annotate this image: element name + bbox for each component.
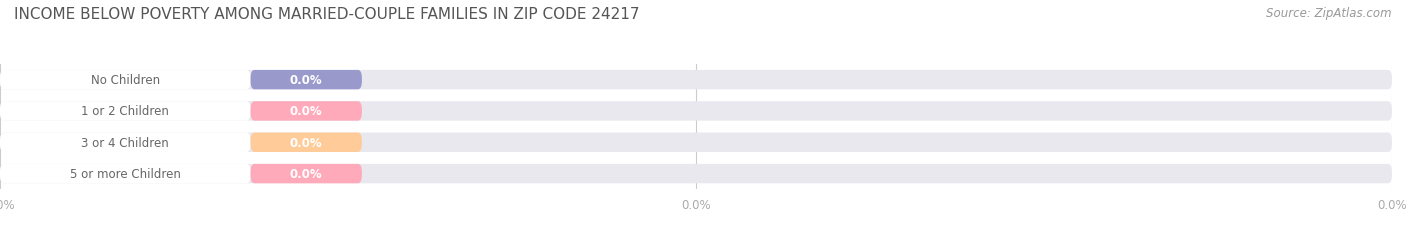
FancyBboxPatch shape (250, 164, 361, 183)
Text: INCOME BELOW POVERTY AMONG MARRIED-COUPLE FAMILIES IN ZIP CODE 24217: INCOME BELOW POVERTY AMONG MARRIED-COUPL… (14, 7, 640, 22)
FancyBboxPatch shape (0, 164, 250, 183)
Text: 5 or more Children: 5 or more Children (70, 167, 181, 180)
Text: 3 or 4 Children: 3 or 4 Children (82, 136, 169, 149)
FancyBboxPatch shape (0, 164, 1392, 183)
Text: 0.0%: 0.0% (290, 167, 322, 180)
FancyBboxPatch shape (0, 71, 1392, 90)
Text: 0.0%: 0.0% (290, 105, 322, 118)
FancyBboxPatch shape (0, 133, 1392, 152)
Text: 0.0%: 0.0% (290, 136, 322, 149)
FancyBboxPatch shape (0, 102, 1392, 121)
Text: 0.0%: 0.0% (290, 74, 322, 87)
FancyBboxPatch shape (250, 102, 361, 121)
FancyBboxPatch shape (0, 102, 250, 121)
FancyBboxPatch shape (250, 71, 361, 90)
FancyBboxPatch shape (250, 133, 361, 152)
Text: No Children: No Children (91, 74, 160, 87)
FancyBboxPatch shape (0, 133, 250, 152)
Text: 1 or 2 Children: 1 or 2 Children (82, 105, 169, 118)
FancyBboxPatch shape (0, 71, 250, 90)
Text: Source: ZipAtlas.com: Source: ZipAtlas.com (1267, 7, 1392, 20)
